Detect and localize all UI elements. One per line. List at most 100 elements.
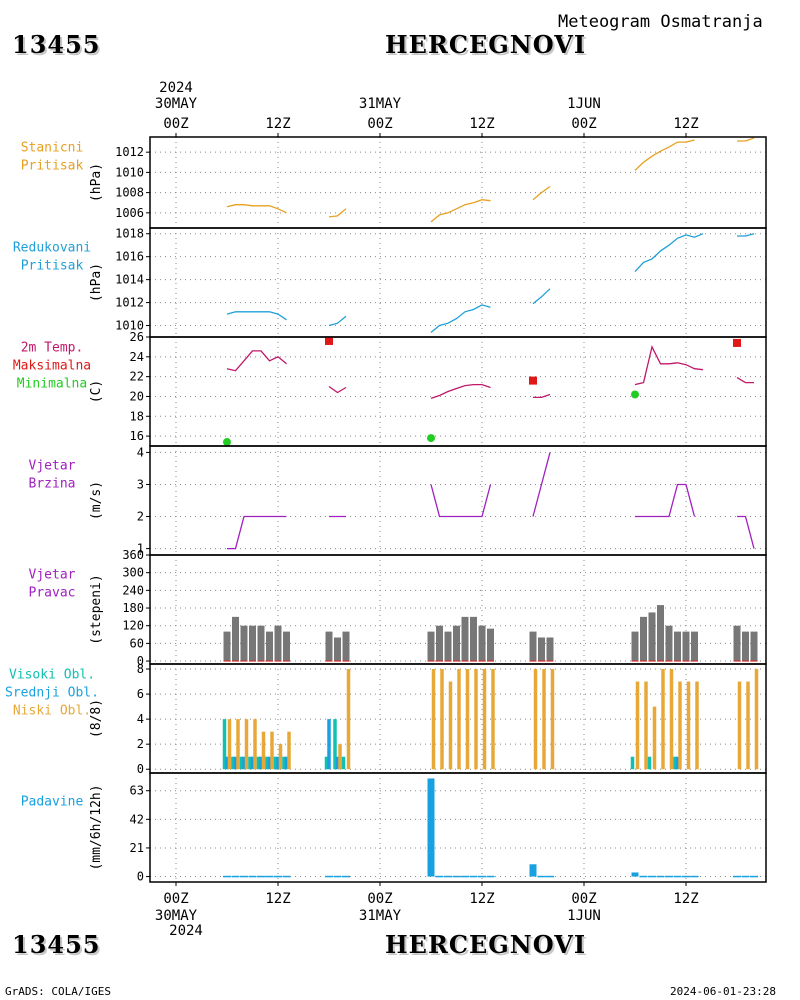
- cloud-bar-niski: [448, 681, 453, 770]
- direction-bar: [657, 605, 664, 662]
- max-temp-marker: [733, 338, 741, 347]
- y-tick-label: 1016: [115, 250, 144, 264]
- y-tick-label: 120: [122, 619, 144, 633]
- page-subtitle: Meteogram Osmatranja: [558, 12, 763, 32]
- direction-bar: [232, 616, 239, 662]
- y-axis-label: (mm/6h/12h): [89, 784, 104, 870]
- y-tick-label: 22: [130, 370, 144, 384]
- y-tick-label: 300: [122, 566, 144, 580]
- credit-text: GrADS: COLA/IGES: [5, 985, 111, 998]
- hour-label-top: 00Z: [571, 116, 596, 132]
- series-line: [634, 139, 695, 171]
- day-label-top: 31MAY: [359, 96, 402, 112]
- direction-bar: [249, 625, 256, 662]
- y-tick-label: 1012: [115, 296, 144, 310]
- cloud-bar-niski: [746, 681, 750, 770]
- series-line: [328, 315, 347, 327]
- panel-label: Redukovani: [13, 241, 91, 256]
- panel-label: Visoki Obl.: [9, 668, 95, 683]
- direction-bar: [257, 625, 265, 662]
- cloud-bar-niski: [278, 744, 283, 770]
- series-line: [635, 483, 696, 518]
- cloud-bar-niski: [550, 669, 555, 770]
- day-label-top: 30MAY: [155, 96, 198, 112]
- cloud-bar-niski: [244, 719, 249, 770]
- direction-bar: [487, 628, 494, 662]
- y-tick-label: 26: [130, 330, 144, 344]
- panel-label: Maksimalna: [13, 359, 91, 374]
- y-tick-label: 4: [137, 712, 144, 726]
- direction-bar: [325, 631, 333, 662]
- direction-bar: [691, 631, 698, 662]
- direction-bar: [631, 631, 639, 662]
- precip-bar: [631, 872, 639, 877]
- direction-bar: [334, 637, 341, 662]
- station-name: HERCEGNOVI: [385, 30, 587, 59]
- y-tick-label: 60: [130, 636, 144, 650]
- y-tick-label: 3: [137, 477, 144, 491]
- day-label-bottom: 31MAY: [359, 908, 402, 924]
- y-tick-label: 24: [130, 350, 144, 364]
- cloud-bar-visoki: [324, 756, 329, 770]
- series-line: [430, 383, 491, 400]
- panel-label: Pritisak: [21, 259, 84, 274]
- station-name-bottom: HERCEGNOVI: [385, 930, 587, 959]
- cloud-bar-srednji: [233, 756, 238, 770]
- direction-bar: [274, 625, 282, 662]
- y-tick-label: 6: [137, 687, 144, 701]
- cloud-bar-visoki: [231, 756, 235, 770]
- direction-bar: [640, 616, 647, 662]
- panel-frame: [149, 227, 767, 338]
- hour-label-top: 00Z: [367, 116, 392, 132]
- cloud-bar-niski: [482, 669, 487, 770]
- cloud-bar-niski: [338, 744, 342, 770]
- cloud-bar-niski: [686, 681, 691, 770]
- direction-bar: [742, 631, 749, 662]
- max-temp-marker: [529, 376, 537, 385]
- day-label-bottom: 30MAY: [155, 908, 198, 924]
- cloud-bar-srednji: [284, 756, 289, 770]
- y-tick-label: 1: [137, 542, 144, 556]
- y-tick-label: 180: [122, 601, 144, 615]
- direction-bar: [436, 625, 443, 662]
- y-tick-label: 1018: [115, 227, 144, 241]
- direction-bar: [750, 631, 758, 662]
- y-tick-label: 8: [137, 662, 144, 676]
- year-label-bottom: 2024: [169, 923, 203, 939]
- station-id: 13455: [12, 30, 101, 59]
- cloud-bar-srednji: [242, 756, 246, 770]
- cloud-bar-niski: [253, 719, 257, 770]
- cloud-bar-niski: [227, 719, 232, 770]
- hour-label-top: 12Z: [469, 116, 494, 132]
- series-line: [736, 377, 754, 384]
- y-tick-label: 18: [130, 409, 144, 423]
- y-tick-label: 1010: [115, 165, 144, 179]
- cloud-bar-visoki: [630, 756, 635, 770]
- cloud-bar-visoki: [265, 756, 269, 770]
- timestamp-text: 2024-06-01-23:28: [670, 985, 776, 998]
- direction-bar: [470, 616, 477, 662]
- series-line: [532, 185, 551, 201]
- cloud-bar-niski: [678, 681, 682, 770]
- cloud-bar-niski: [346, 669, 351, 770]
- panel-label: Niski Obl.: [13, 704, 91, 719]
- y-tick-label: 1014: [115, 273, 144, 287]
- direction-bar: [478, 625, 486, 662]
- direction-bar: [266, 631, 273, 662]
- cloud-bar-visoki: [239, 756, 244, 770]
- direction-bar: [461, 616, 469, 662]
- cloud-bar-visoki: [273, 756, 278, 770]
- cloud-bar-niski: [236, 719, 240, 770]
- year-label-top: 2024: [159, 80, 193, 96]
- hour-label-top: 12Z: [265, 116, 290, 132]
- cloud-bar-visoki: [647, 756, 652, 770]
- y-tick-label: 0: [137, 654, 144, 668]
- hour-label-bottom: 00Z: [163, 891, 188, 907]
- y-tick-label: 21: [130, 841, 144, 855]
- direction-bar: [453, 625, 460, 662]
- y-tick-label: 0: [137, 762, 144, 776]
- panel-frame: [149, 136, 767, 229]
- panel-label: Vjetar: [29, 568, 76, 583]
- series-line: [737, 515, 755, 549]
